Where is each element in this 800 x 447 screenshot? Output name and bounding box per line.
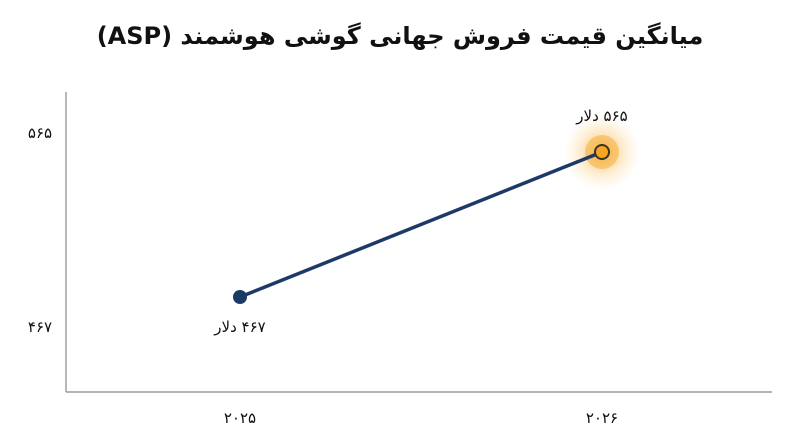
y-tick-label: ۴۶۷ [28, 318, 52, 336]
chart-title: میانگین قیمت فروش جهانی گوشی هوشمند (ASP… [96, 22, 704, 50]
data-point [233, 290, 247, 304]
data-point-highlight [594, 144, 610, 160]
series-line [238, 150, 604, 299]
x-tick-label: ۲۰۲۶ [586, 409, 618, 427]
data-label: ۵۶۵ دلار [575, 107, 627, 125]
data-label: ۴۶۷ دلار [213, 318, 265, 336]
y-tick-label: ۵۶۵ [28, 124, 52, 142]
x-tick-label: ۲۰۲۵ [224, 409, 256, 427]
